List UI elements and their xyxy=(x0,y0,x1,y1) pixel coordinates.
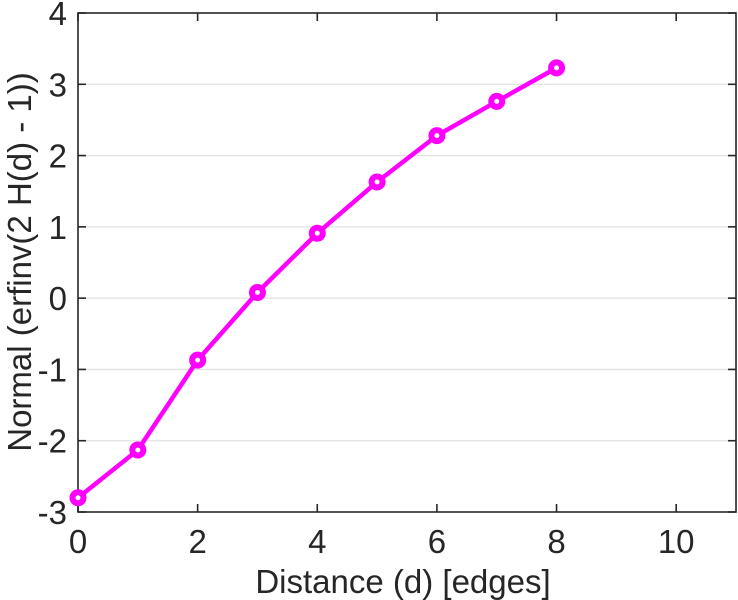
data-point-marker xyxy=(368,173,386,191)
data-series xyxy=(69,59,566,507)
y-tick-label: 1 xyxy=(49,209,67,246)
y-tick-label: -2 xyxy=(38,423,67,460)
data-point-marker xyxy=(189,351,207,369)
axis-ticks xyxy=(77,12,736,513)
data-point-marker xyxy=(69,489,87,507)
x-tick-label: 10 xyxy=(658,523,695,560)
y-tick-label: -3 xyxy=(38,494,67,531)
y-tick-label: 3 xyxy=(49,66,67,103)
x-tick-label: 2 xyxy=(188,523,206,560)
x-tick-label: 8 xyxy=(547,523,565,560)
gridlines xyxy=(79,83,735,442)
tick-labels: 0 2 4 6 8 10 -3 -2 -1 0 1 2 3 4 xyxy=(38,0,695,560)
plot-box xyxy=(77,12,737,513)
y-tick-label: -1 xyxy=(38,351,67,388)
data-point-marker xyxy=(129,441,147,459)
series-line xyxy=(75,65,559,500)
x-tick-label: 6 xyxy=(428,523,446,560)
x-tick-label: 4 xyxy=(308,523,326,560)
data-point-marker xyxy=(548,59,566,77)
data-point-marker xyxy=(308,224,326,242)
y-tick-label: 2 xyxy=(49,138,67,175)
y-tick-label: 4 xyxy=(49,0,67,32)
x-tick-label: 0 xyxy=(69,523,87,560)
x-axis-label: Distance (d) [edges] xyxy=(255,563,550,600)
y-axis-label: Normal (erfinv(2 H(d) - 1)) xyxy=(1,72,38,452)
data-point-marker xyxy=(488,92,506,110)
data-point-marker xyxy=(428,127,446,145)
y-tick-label: 0 xyxy=(49,280,67,317)
data-point-marker xyxy=(248,283,266,301)
